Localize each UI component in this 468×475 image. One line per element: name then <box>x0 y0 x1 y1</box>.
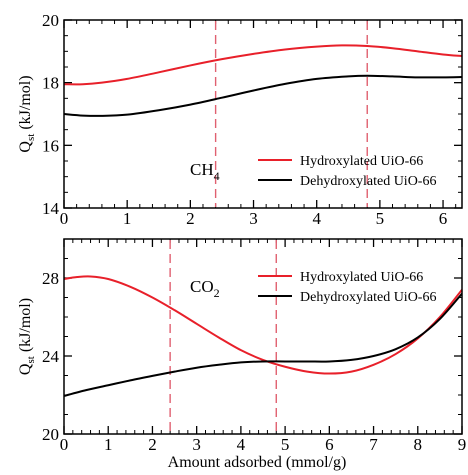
y-tick-label: 20 <box>42 11 59 30</box>
chart-panel-2: 0 1 2 3 4 5 6 7 8 9 20 24 28 Qst (kJ/mol) Amount adsor… <box>17 238 467 471</box>
x-tick-label: 0 <box>60 435 69 454</box>
legend-label: Dehydroxylated UiO-66 <box>300 290 436 305</box>
y-tick-label: 16 <box>42 136 59 155</box>
legend-label: Dehydroxylated UiO-66 <box>300 174 436 189</box>
x-tick-label: 2 <box>186 209 195 228</box>
x-tick-label: 6 <box>439 209 448 228</box>
x-tick-label: 7 <box>369 435 378 454</box>
series-line-dehydroxylated-uio-66 <box>64 292 462 397</box>
x-tick-label: 8 <box>414 435 423 454</box>
x-tick-label: 9 <box>458 435 467 454</box>
x-tick-label: 4 <box>312 209 321 228</box>
x-tick-label: 0 <box>60 209 69 228</box>
x-tick-label: 5 <box>376 209 385 228</box>
x-axis-label: Amount adsorbed (mmol/g) <box>168 454 347 471</box>
x-tick-label: 6 <box>325 435 334 454</box>
y-axis-label: Qst (kJ/mol) <box>17 298 37 375</box>
chart-panel-1: 0 1 2 3 4 5 6 14 16 18 20 Qst (kJ/mol) CH4 Hydroxylat… <box>17 11 463 228</box>
x-tick-label: 2 <box>148 435 157 454</box>
x-tick-label: 3 <box>249 209 258 228</box>
y-axis-label: Qst (kJ/mol) <box>17 75 37 152</box>
x-tick-label: 1 <box>104 435 113 454</box>
plot-frame <box>63 238 463 435</box>
legend-label: Hydroxylated UiO-66 <box>300 270 423 285</box>
y-tick-label: 24 <box>42 347 60 366</box>
series-line-hydroxylated-uio-66 <box>64 275 462 375</box>
x-tick-label: 4 <box>237 435 246 454</box>
x-tick-label: 1 <box>123 209 132 228</box>
x-tick-label: 3 <box>192 435 201 454</box>
legend-label: Hydroxylated UiO-66 <box>300 154 423 169</box>
y-tick-label: 28 <box>42 269 59 288</box>
gas-label: CO2 <box>190 277 220 300</box>
series-line-dehydroxylated-uio-66 <box>64 74 462 117</box>
gas-label: CH4 <box>190 160 220 183</box>
y-tick-label: 14 <box>42 199 60 218</box>
series-line-hydroxylated-uio-66 <box>64 44 462 86</box>
plot-frame <box>63 19 463 209</box>
y-tick-label: 20 <box>42 425 59 444</box>
x-tick-label: 5 <box>281 435 290 454</box>
y-tick-label: 18 <box>42 74 59 93</box>
